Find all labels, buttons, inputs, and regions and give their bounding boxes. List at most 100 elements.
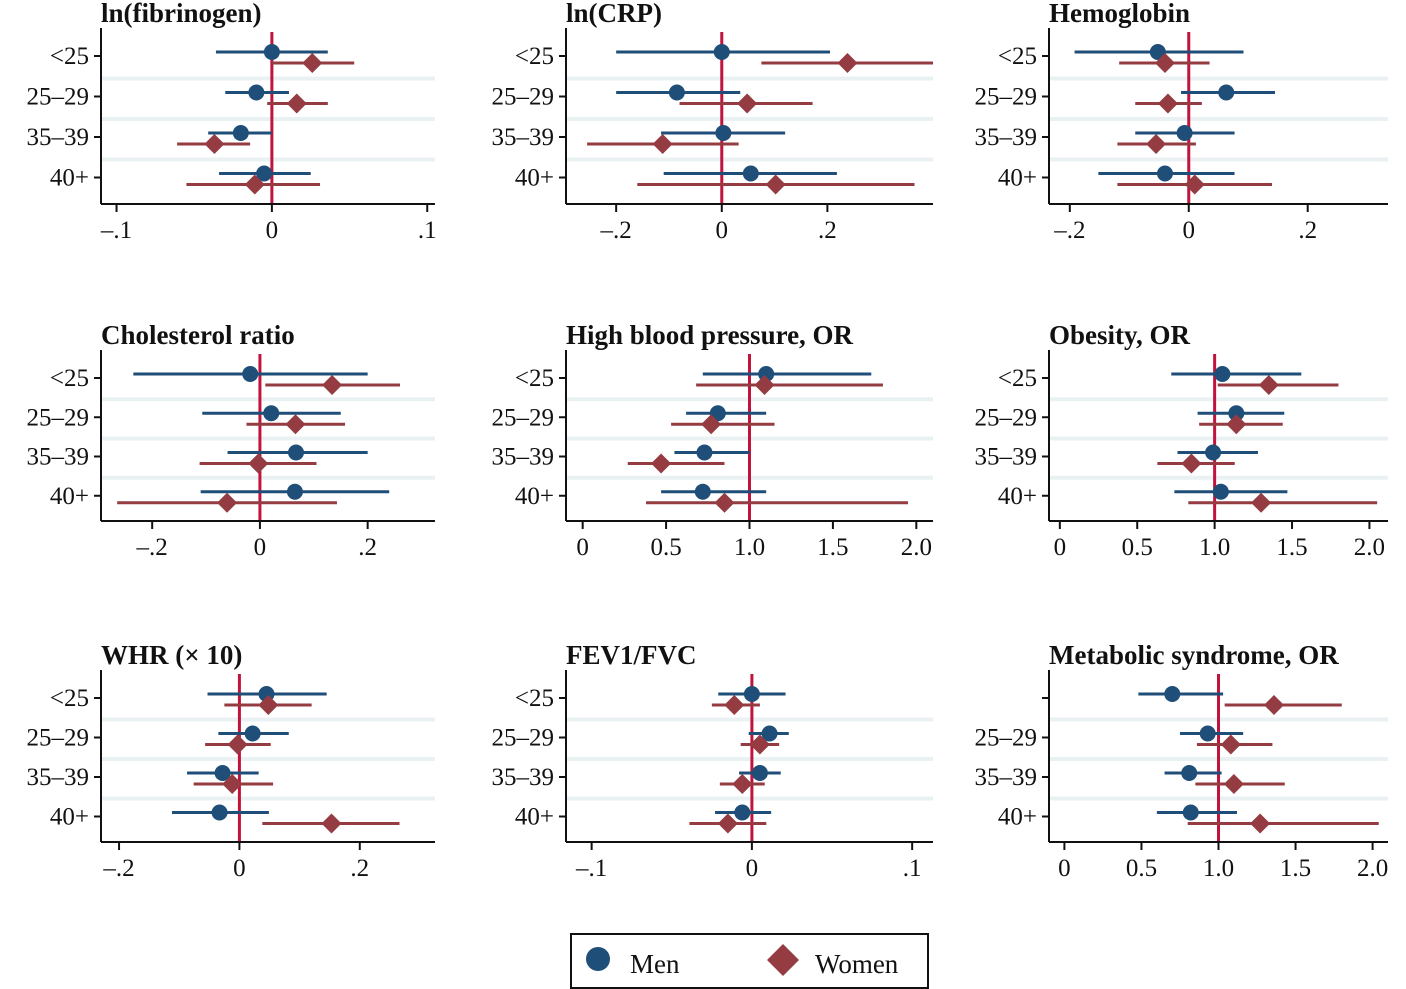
men-estimate-point — [1212, 483, 1229, 500]
category-label: 25–29 — [975, 84, 1038, 111]
category-label: 25–29 — [27, 725, 90, 752]
men-estimate-point — [232, 125, 249, 141]
category-label: 35–39 — [975, 764, 1038, 791]
category-label: 40+ — [515, 483, 554, 510]
men-estimate-point — [761, 725, 778, 742]
men-estimate-point — [734, 804, 751, 821]
women-estimate-point — [652, 134, 673, 154]
men-estimate-point — [1199, 725, 1216, 742]
legend-women-label: Women — [815, 949, 899, 979]
x-tick-label: 0 — [1183, 217, 1196, 244]
men-estimate-point — [696, 444, 713, 461]
men-estimate-point — [1214, 366, 1231, 382]
category-separator — [566, 717, 933, 722]
category-separator — [101, 117, 435, 121]
x-tick-label: –.2 — [600, 217, 632, 244]
panel-title: Cholesterol ratio — [101, 320, 295, 350]
men-estimate-point — [211, 804, 228, 821]
category-separator — [101, 157, 435, 162]
men-estimate-point — [751, 765, 768, 781]
men-estimate-point — [242, 366, 259, 382]
men-estimate-point — [244, 725, 261, 742]
x-tick-label: 0 — [233, 855, 246, 882]
category-label: <25 — [515, 365, 554, 392]
women-estimate-point — [837, 53, 858, 73]
x-tick-label: –.2 — [102, 855, 134, 882]
category-label: 35–39 — [27, 124, 90, 151]
category-label: <25 — [998, 43, 1037, 70]
category-label: 25–29 — [492, 404, 555, 431]
men-estimate-point — [668, 84, 685, 101]
women-estimate-point — [1154, 53, 1175, 73]
x-tick-label: 2.0 — [1354, 534, 1385, 561]
category-label: 25–29 — [492, 84, 555, 111]
x-tick-label: –.2 — [1053, 217, 1085, 244]
men-estimate-point — [715, 125, 732, 141]
category-separator — [566, 796, 933, 801]
men-estimate-point — [286, 483, 303, 500]
men-estimate-point — [1182, 804, 1199, 821]
category-label: 25–29 — [975, 725, 1038, 752]
category-separator — [101, 757, 435, 761]
x-tick-label: 0 — [266, 217, 279, 244]
x-tick-label: 1.5 — [1280, 855, 1311, 882]
x-tick-label: .2 — [350, 855, 369, 882]
women-estimate-point — [217, 492, 238, 513]
x-tick-label: 1.0 — [1203, 855, 1234, 882]
category-label: 25–29 — [27, 84, 90, 111]
x-tick-label: .2 — [1298, 217, 1317, 244]
panel-metabolic-syndrome-or: 25–29 35–39 40+ 0 0.5 1.0 1.5 2.0 Metabolic synd… — [975, 640, 1389, 882]
x-tick-label: –.1 — [100, 217, 132, 244]
men-estimate-point — [1205, 444, 1222, 461]
women-estimate-point — [1181, 453, 1202, 474]
category-separator — [101, 76, 435, 81]
category-label: 35–39 — [975, 124, 1038, 151]
women-estimate-point — [724, 695, 745, 715]
category-label: 35–39 — [492, 444, 555, 471]
category-separator — [101, 796, 435, 801]
panel-title: ln(CRP) — [566, 0, 662, 28]
legend: Men Women — [570, 933, 929, 989]
women-estimate-point — [717, 813, 738, 834]
category-label: <25 — [515, 685, 554, 712]
men-estimate-point — [742, 165, 759, 182]
men-estimate-point — [1181, 765, 1198, 781]
panel-title: Obesity, OR — [1049, 320, 1191, 350]
women-estimate-point — [765, 174, 786, 195]
category-separator — [1049, 397, 1388, 402]
category-label: 40+ — [515, 804, 554, 831]
category-label: <25 — [50, 685, 89, 712]
men-estimate-point — [263, 44, 280, 60]
category-label: 40+ — [515, 165, 554, 192]
category-separator — [566, 157, 933, 162]
men-estimate-point — [1228, 405, 1245, 422]
category-separator — [101, 436, 435, 441]
women-estimate-point — [737, 93, 758, 114]
x-tick-label: –.2 — [136, 534, 168, 561]
x-tick-label: 1.5 — [1276, 534, 1307, 561]
x-tick-label: .1 — [418, 217, 437, 244]
men-estimate-point — [1156, 165, 1173, 182]
women-estimate-point — [1146, 134, 1167, 154]
legend-women-marker — [767, 944, 799, 976]
panel-high-blood-pressure-or: <25 25–29 35–39 40+ 0 0.5 1.0 1.5 2.0 High blood … — [492, 320, 933, 561]
x-tick-label: 0 — [1058, 855, 1071, 882]
legend-men-label: Men — [630, 949, 680, 979]
men-estimate-point — [1218, 84, 1235, 101]
category-label: <25 — [998, 365, 1037, 392]
category-label: 35–39 — [27, 764, 90, 791]
category-label: 40+ — [998, 483, 1037, 510]
category-label: 25–29 — [975, 404, 1038, 431]
women-estimate-point — [204, 134, 225, 154]
category-label: 25–29 — [27, 404, 90, 431]
men-estimate-point — [248, 84, 265, 101]
panel-obesity-or: <25 25–29 35–39 40+ 0 0.5 1.0 1.5 2.0 Obesity, OR — [975, 320, 1388, 561]
x-tick-label: 0.5 — [1122, 534, 1153, 561]
women-estimate-point — [285, 414, 306, 435]
panel-title: FEV1/FVC — [566, 640, 697, 670]
category-label: 40+ — [50, 804, 89, 831]
women-estimate-point — [1157, 93, 1178, 114]
panel-title: High blood pressure, OR — [566, 320, 854, 350]
x-tick-label: 0.5 — [1126, 855, 1157, 882]
